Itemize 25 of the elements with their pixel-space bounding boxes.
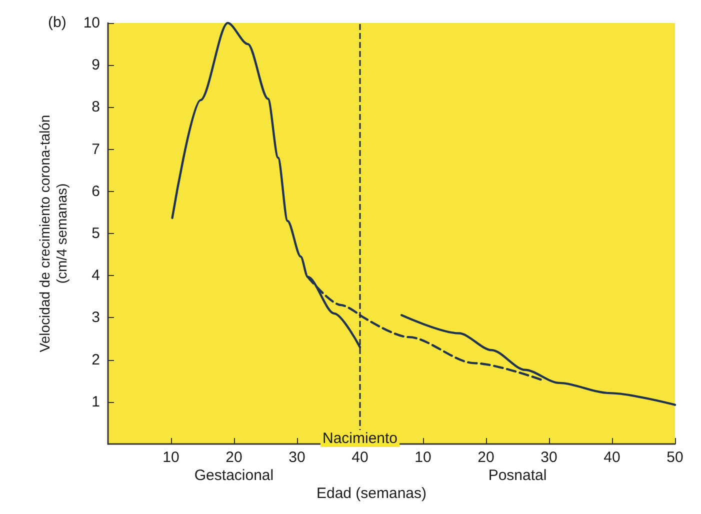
y-tick-label: 6 (92, 182, 100, 200)
y-tick-label: 10 (83, 14, 100, 32)
x-tick-label: 50 (666, 449, 684, 466)
x-tick-label: 30 (288, 449, 306, 466)
x-tick-label: 20 (478, 449, 494, 466)
x-tick-label: 10 (414, 449, 432, 466)
y-tick-label: 9 (92, 56, 100, 74)
y-tick-label: 8 (92, 98, 100, 116)
ref-line-label: Nacimiento (322, 430, 398, 447)
text: Posnatal (488, 467, 547, 484)
y-tick-label: 4 (92, 267, 100, 284)
y-tick-label: 5 (92, 225, 100, 242)
y-tick-label: 2 (92, 351, 100, 368)
x-tick-label: 20 (226, 449, 242, 466)
x-tick-label: 10 (162, 449, 180, 466)
x-tick-label: 40 (352, 449, 368, 466)
text: Gestacional (194, 467, 274, 484)
x-tick-label: 30 (540, 449, 558, 466)
y-axis-title: Velocidad de crecimiento corona-talón (cm/4 semanas) (36, 114, 70, 352)
x-axis-title: Edad (semanas) (316, 485, 427, 502)
text: (b) (48, 14, 66, 31)
x-tick-label: 40 (604, 449, 620, 466)
y-tick-label: 7 (92, 140, 100, 158)
y-tick-label: 3 (92, 309, 100, 326)
y-tick-label: 1 (92, 393, 100, 410)
